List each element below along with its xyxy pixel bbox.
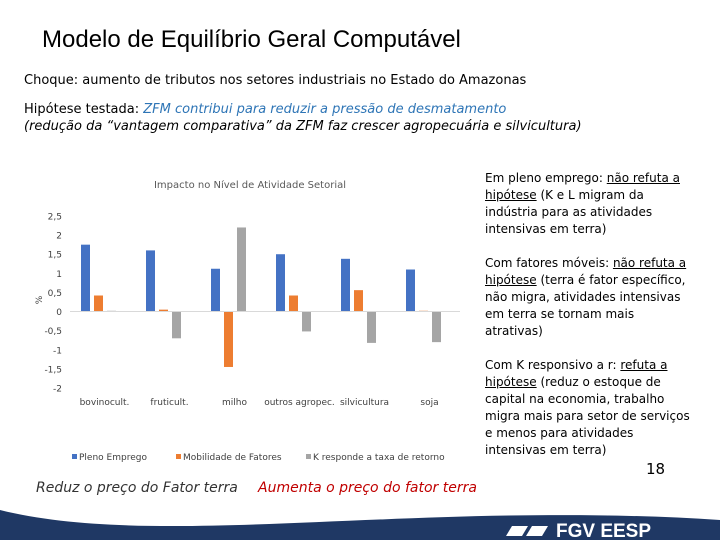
fgv-logo-icon: [506, 526, 548, 536]
note-k-responsivo: Com K responsivo a r: refuta a hipótese …: [485, 357, 690, 459]
legend-swatch: [176, 454, 181, 459]
bar-k-responde-a-taxa-de-retorno: [172, 311, 181, 339]
bar-pleno-emprego: [211, 268, 220, 312]
hypothesis: Hipótese testada: ZFM contribui para red…: [24, 101, 582, 135]
note-pleno-emprego: Em pleno emprego: não refuta a hipótese …: [485, 170, 690, 238]
bar-pleno-emprego: [146, 250, 155, 312]
bar-k-responde-a-taxa-de-retorno: [302, 311, 311, 332]
slide-subtitle: Choque: aumento de tributos nos setores …: [24, 73, 527, 88]
y-tick-label: -2: [53, 385, 62, 395]
legend-label: K responde a taxa de retorno: [313, 453, 445, 463]
caption-right: Aumenta o preço do fator terra: [258, 480, 477, 496]
y-tick-label: -1: [53, 346, 62, 356]
hypothesis-text: ZFM contribui para reduzir a pressão de …: [143, 102, 507, 117]
x-tick-label: outros agropec.: [264, 398, 335, 408]
y-tick-label: 1,5: [48, 251, 62, 261]
hypothesis-label: Hipótese testada:: [24, 102, 144, 117]
note-prefix: Em pleno emprego:: [485, 171, 607, 185]
bar-pleno-emprego: [341, 258, 350, 312]
bar-k-responde-a-taxa-de-retorno: [432, 311, 441, 343]
bar-k-responde-a-taxa-de-retorno: [237, 227, 246, 312]
bar-mobilidade-de-fatores: [159, 309, 168, 312]
y-tick-label: 0: [56, 308, 62, 318]
note-detail: (K e L migram da indústria para as ativi…: [485, 188, 653, 236]
bar-k-responde-a-taxa-de-retorno: [367, 311, 376, 343]
bar-mobilidade-de-fatores: [94, 295, 103, 312]
y-tick-label: 1: [56, 270, 62, 280]
note-detail: (terra é fator específico, não migra, at…: [485, 273, 686, 338]
bar-mobilidade-de-fatores: [224, 311, 233, 367]
legend-label: Mobilidade de Fatores: [183, 453, 282, 463]
bar-pleno-emprego: [406, 269, 415, 312]
note-prefix: Com fatores móveis:: [485, 256, 613, 270]
chart-title: Impacto no Nível de Atividade Setorial: [154, 179, 346, 191]
bar-mobilidade-de-fatores: [289, 295, 298, 312]
y-tick-label: 0,5: [48, 289, 62, 299]
bar-mobilidade-de-fatores: [354, 290, 363, 312]
note-prefix: Com K responsivo a r:: [485, 358, 621, 372]
x-tick-label: soja: [420, 398, 438, 408]
y-axis-label: %: [35, 295, 45, 304]
caption-left: Reduz o preço do Fator terra: [36, 480, 238, 496]
x-tick-label: bovinocult.: [80, 398, 130, 408]
note-fatores-moveis: Com fatores móveis: não refuta a hipótes…: [485, 255, 690, 340]
x-tick-label: silvicultura: [340, 398, 389, 408]
x-tick-label: milho: [222, 398, 247, 408]
legend-swatch: [72, 454, 77, 459]
note-verdict: refuta a hipótese: [485, 358, 668, 389]
bar-pleno-emprego: [276, 254, 285, 312]
legend-label: Pleno Emprego: [79, 453, 147, 463]
hypothesis-line2: (redução da “vantagem comparativa” da ZF…: [24, 119, 582, 134]
note-detail: (reduz o estoque de capital na economia,…: [485, 375, 690, 457]
bar-pleno-emprego: [81, 244, 90, 312]
note-verdict: não refuta a hipótese: [485, 256, 687, 287]
x-tick-label: fruticult.: [150, 398, 188, 408]
y-tick-label: -1,5: [44, 365, 62, 375]
y-tick-label: -0,5: [44, 327, 62, 337]
slide-title: Modelo de Equilíbrio Geral Computável: [42, 26, 461, 53]
y-tick-label: 2: [56, 232, 62, 242]
footer-bar: FGV EESP: [0, 510, 720, 540]
note-verdict: não refuta a hipótese: [485, 171, 680, 202]
legend-swatch: [306, 454, 311, 459]
footer-logo-text: FGV EESP: [556, 521, 651, 540]
page-number: 18: [646, 460, 666, 478]
y-tick-label: 2,5: [48, 213, 62, 223]
